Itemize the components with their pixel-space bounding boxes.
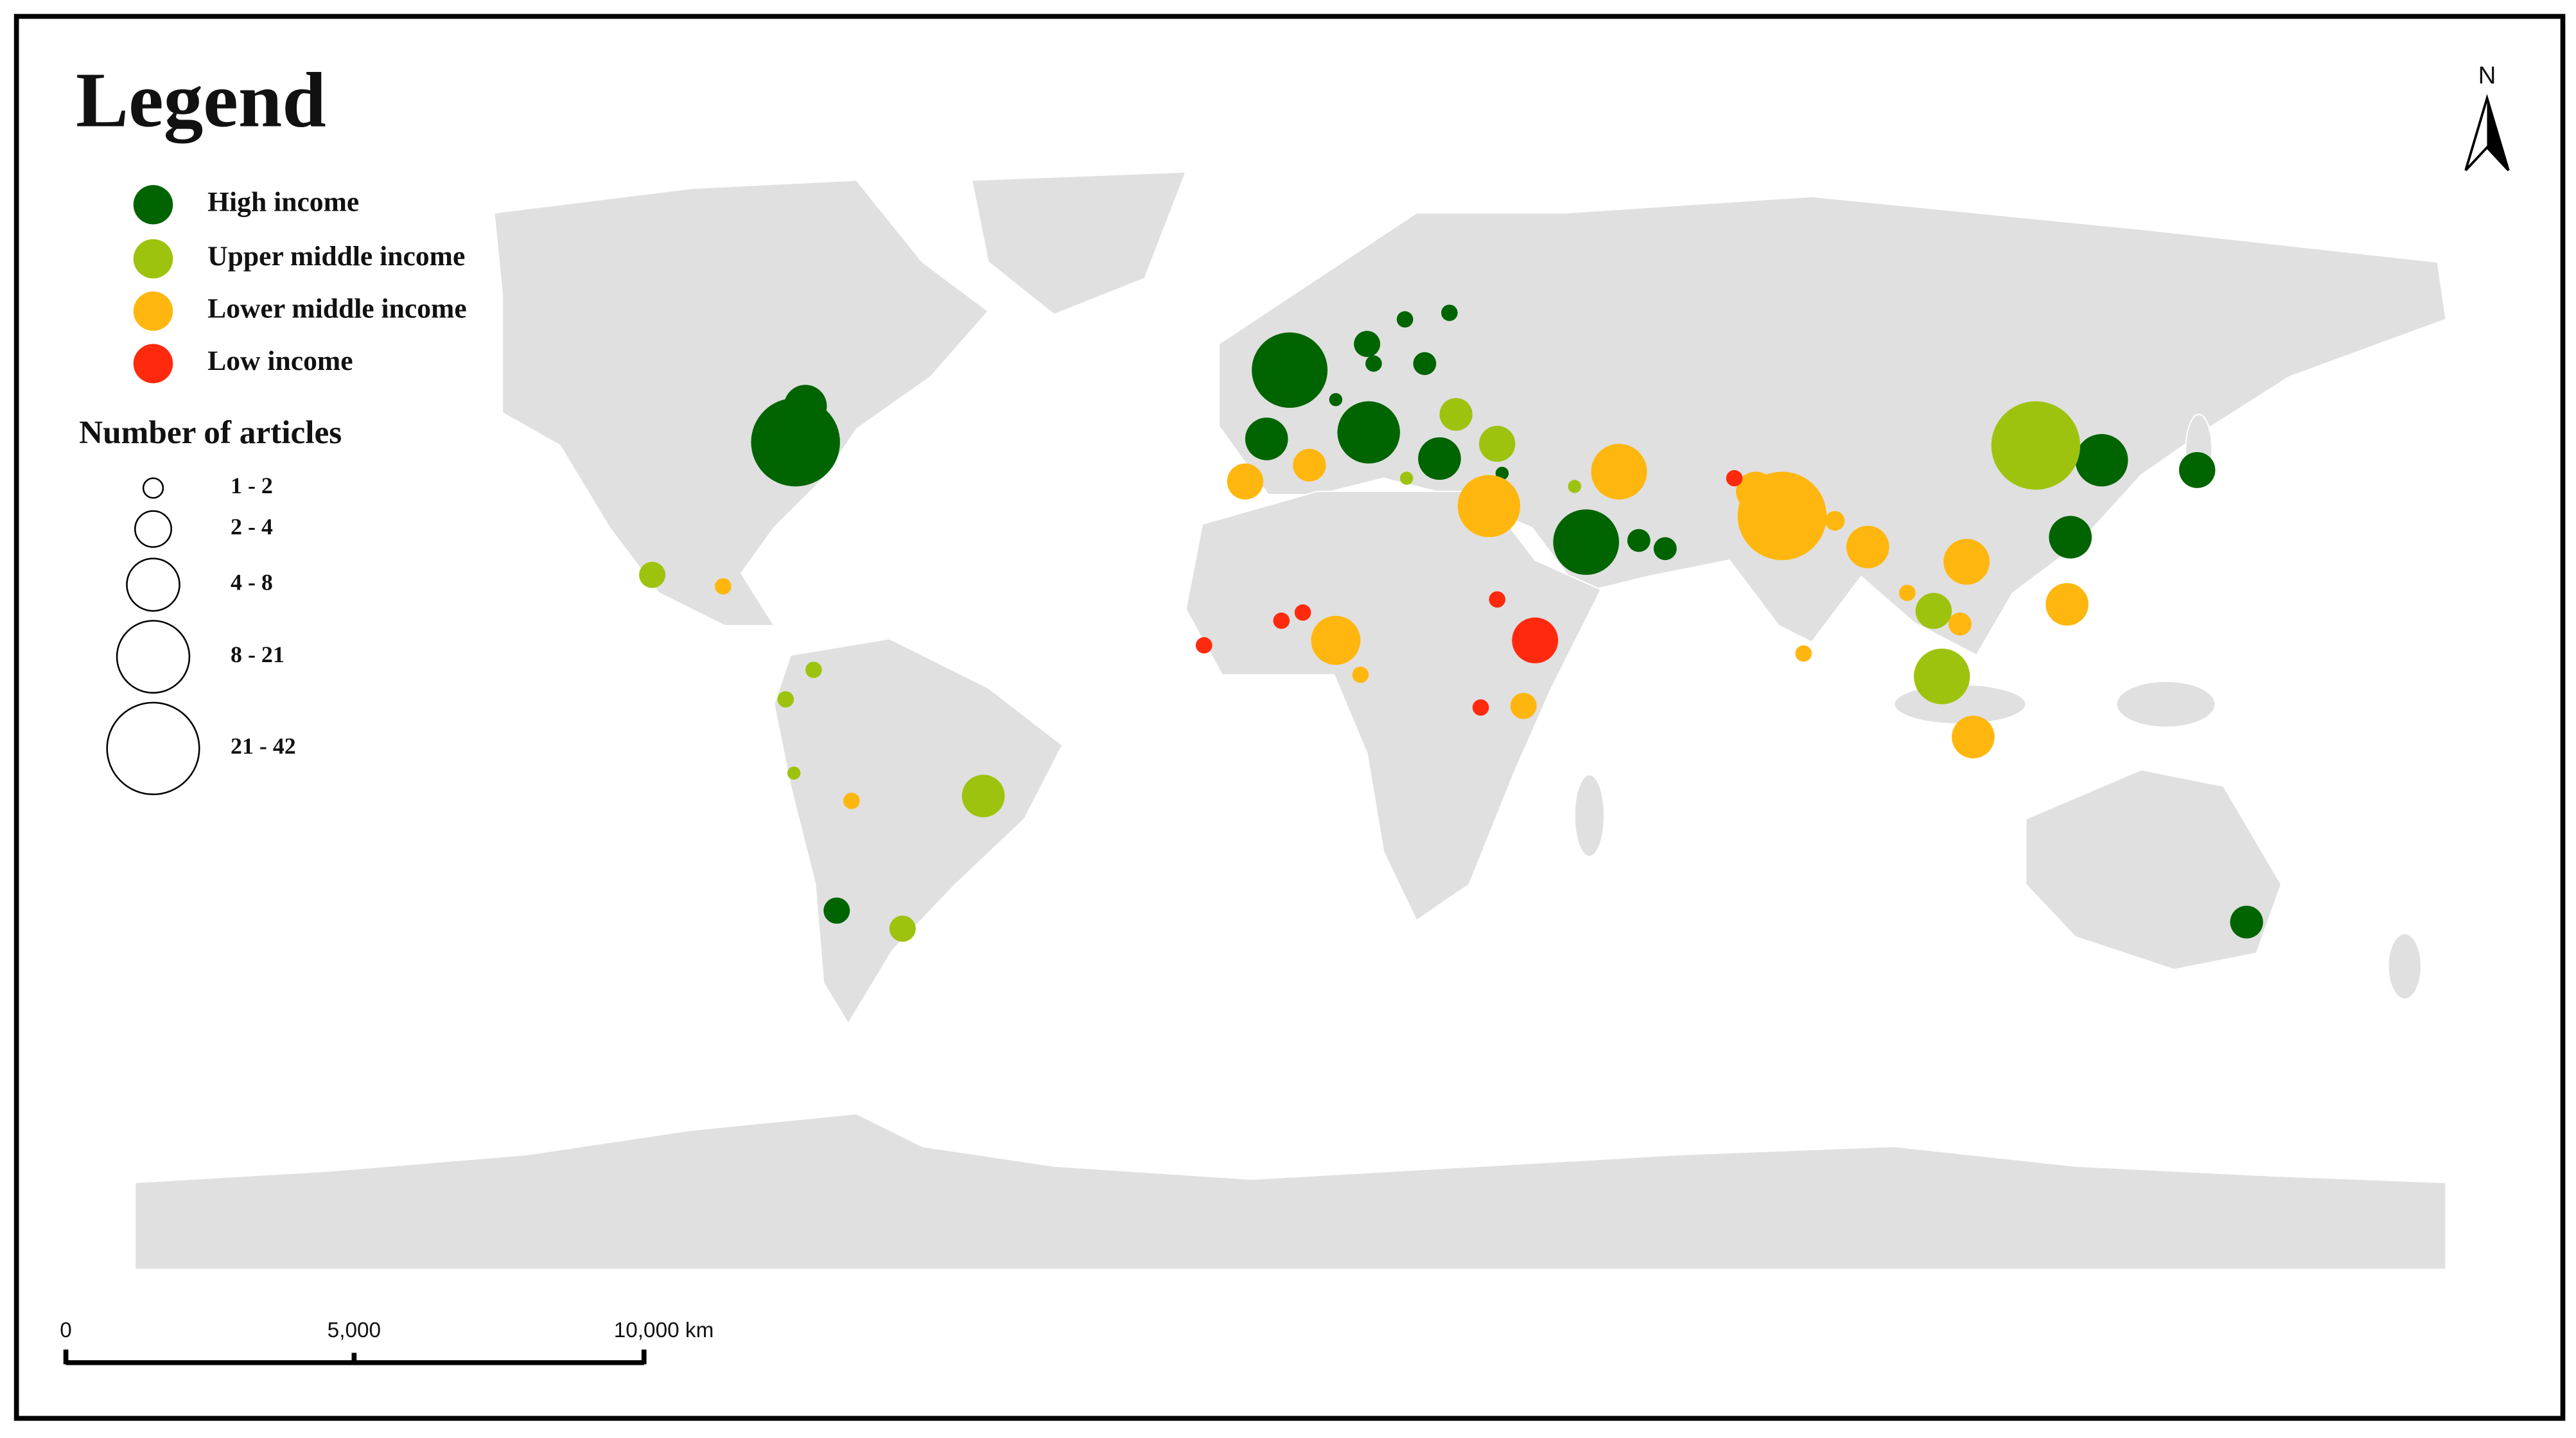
antarctica bbox=[134, 1113, 2447, 1270]
madagascar bbox=[1573, 774, 1605, 857]
country-marker bbox=[1948, 612, 1972, 636]
country-marker bbox=[1457, 475, 1521, 538]
north-america bbox=[493, 179, 990, 627]
country-marker bbox=[1472, 699, 1489, 716]
scale-label: 10,000 km bbox=[614, 1319, 714, 1342]
country-marker bbox=[1227, 463, 1264, 500]
country-marker bbox=[1245, 417, 1288, 460]
country-marker bbox=[1846, 525, 1889, 568]
country-marker bbox=[1396, 311, 1414, 328]
country-marker bbox=[1311, 615, 1361, 665]
country-marker bbox=[1736, 471, 1776, 511]
country-marker bbox=[1653, 537, 1677, 561]
scale-label: 5,000 bbox=[328, 1319, 381, 1342]
country-marker bbox=[2049, 516, 2092, 559]
country-marker bbox=[1795, 645, 1812, 662]
country-marker bbox=[1273, 612, 1290, 629]
size-swatch bbox=[134, 510, 172, 548]
country-marker bbox=[1293, 448, 1326, 482]
country-marker bbox=[2230, 906, 2263, 939]
legend-label: Low income bbox=[207, 346, 353, 376]
north-arrow-half bbox=[2487, 98, 2509, 171]
country-marker bbox=[1352, 666, 1369, 683]
country-marker bbox=[805, 662, 822, 678]
north-label: N bbox=[2478, 62, 2496, 89]
country-marker bbox=[1568, 480, 1581, 493]
country-marker bbox=[1252, 332, 1328, 408]
country-marker bbox=[1329, 393, 1343, 407]
legend-swatch bbox=[133, 239, 173, 279]
country-marker bbox=[1489, 591, 1506, 608]
country-marker bbox=[1512, 617, 1559, 663]
country-marker bbox=[1553, 509, 1619, 575]
country-marker bbox=[1365, 355, 1382, 372]
south-america bbox=[773, 638, 1064, 1025]
new-zealand bbox=[2387, 933, 2422, 1000]
country-marker bbox=[1943, 538, 1990, 585]
country-marker bbox=[2046, 583, 2089, 626]
country-marker bbox=[784, 385, 827, 428]
country-marker bbox=[889, 915, 916, 942]
size-label: 8 - 21 bbox=[231, 642, 285, 667]
country-marker bbox=[1510, 692, 1537, 719]
country-marker bbox=[1952, 715, 1995, 758]
legend-swatch bbox=[133, 185, 173, 225]
country-marker bbox=[1591, 444, 1647, 500]
country-marker bbox=[715, 578, 732, 595]
size-swatch bbox=[116, 620, 191, 694]
size-label: 1 - 2 bbox=[231, 473, 273, 498]
country-marker bbox=[1914, 648, 1970, 705]
country-marker bbox=[787, 766, 801, 780]
country-marker bbox=[2178, 452, 2216, 488]
country-marker bbox=[1991, 401, 2081, 490]
country-marker bbox=[1418, 437, 1461, 480]
country-marker bbox=[639, 561, 666, 588]
size-label: 4 - 8 bbox=[231, 570, 273, 595]
legend-title: Legend bbox=[76, 57, 326, 144]
country-marker bbox=[823, 897, 850, 924]
country-marker bbox=[1195, 636, 1213, 654]
new-guinea bbox=[2116, 680, 2216, 728]
size-label: 2 - 4 bbox=[231, 514, 273, 539]
land bbox=[134, 171, 2447, 1270]
legend-swatch bbox=[133, 291, 173, 331]
size-swatch bbox=[142, 477, 164, 499]
legend-label: Lower middle income bbox=[207, 294, 467, 324]
country-marker bbox=[777, 691, 794, 708]
country-marker bbox=[843, 793, 860, 809]
country-marker bbox=[1294, 604, 1311, 621]
country-marker bbox=[961, 775, 1005, 818]
country-marker bbox=[1337, 401, 1400, 464]
size-label: 21 - 42 bbox=[231, 733, 296, 759]
legend-label: High income bbox=[207, 187, 359, 218]
size-swatch bbox=[126, 557, 180, 612]
country-marker bbox=[1825, 511, 1845, 531]
country-marker bbox=[1627, 529, 1651, 552]
country-marker bbox=[1399, 471, 1414, 485]
australia bbox=[2025, 769, 2282, 970]
legend-label: Upper middle income bbox=[207, 241, 465, 272]
greenland bbox=[970, 171, 1187, 315]
country-marker bbox=[1898, 584, 1916, 601]
legend-swatch bbox=[133, 344, 173, 383]
scale-bar bbox=[63, 1349, 647, 1365]
country-marker bbox=[1354, 331, 1381, 357]
country-marker bbox=[1413, 352, 1437, 375]
size-swatch bbox=[106, 701, 200, 796]
country-marker bbox=[2075, 434, 2128, 487]
country-marker bbox=[1439, 398, 1473, 431]
scale-label: 0 bbox=[60, 1319, 72, 1342]
country-marker bbox=[1478, 426, 1516, 462]
country-marker bbox=[1441, 304, 1458, 321]
size-title: Number of articles bbox=[79, 414, 342, 451]
country-marker bbox=[1915, 593, 1952, 629]
country-marker bbox=[1726, 469, 1743, 487]
